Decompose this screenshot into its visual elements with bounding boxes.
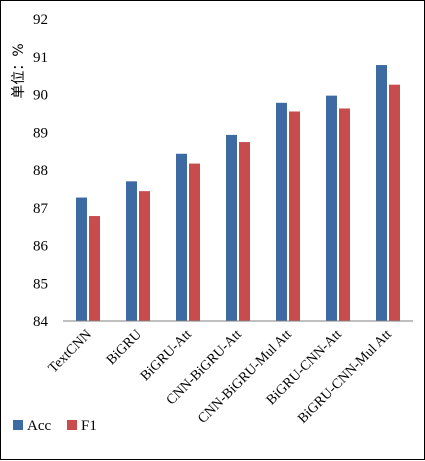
legend-label-acc: Acc xyxy=(27,418,51,434)
y-axis-label: 单位：% xyxy=(11,43,27,98)
category-label: BiGRU xyxy=(104,327,145,368)
y-tick-labels: 84 85 86 87 88 89 90 91 92 xyxy=(33,12,49,330)
y-tick-label: 85 xyxy=(33,276,48,292)
y-tick-label: 89 xyxy=(33,125,48,141)
legend-label-f1: F1 xyxy=(81,418,97,434)
y-tick-label: 86 xyxy=(33,239,49,255)
bar-acc-6 xyxy=(376,65,387,322)
legend-swatch-acc xyxy=(13,420,23,430)
y-tick-label: 88 xyxy=(33,163,48,179)
bar-acc-0 xyxy=(76,197,87,321)
bars xyxy=(76,65,400,322)
bar-f1-5 xyxy=(339,108,350,321)
bar-acc-2 xyxy=(176,153,187,321)
bar-acc-5 xyxy=(326,95,337,321)
bar-acc-3 xyxy=(226,134,237,321)
bar-f1-2 xyxy=(189,163,200,321)
category-label: CNN-BiGRU-Mul Att xyxy=(195,327,295,427)
category-label: BiGRU-CNN-Mul Att xyxy=(295,327,395,427)
y-tick-label: 84 xyxy=(33,314,49,330)
bar-f1-3 xyxy=(239,142,250,321)
bar-f1-4 xyxy=(289,111,300,321)
legend-swatch-f1 xyxy=(67,420,77,430)
bar-acc-4 xyxy=(276,102,287,322)
bar-f1-0 xyxy=(89,216,100,321)
y-tick-label: 92 xyxy=(33,12,48,28)
y-tick-label: 91 xyxy=(33,50,48,66)
y-tick-label: 90 xyxy=(33,88,48,104)
category-labels: TextCNN BiGRUBiGRU-AttCNN-BiGRU-AttCNN-Bi… xyxy=(46,327,395,427)
legend: Acc F1 xyxy=(13,418,97,434)
category-label: TextCNN xyxy=(46,327,95,376)
bar-f1-1 xyxy=(139,191,150,321)
y-tick-label: 87 xyxy=(33,201,49,217)
bar-f1-6 xyxy=(389,84,400,321)
bar-acc-1 xyxy=(126,181,137,321)
